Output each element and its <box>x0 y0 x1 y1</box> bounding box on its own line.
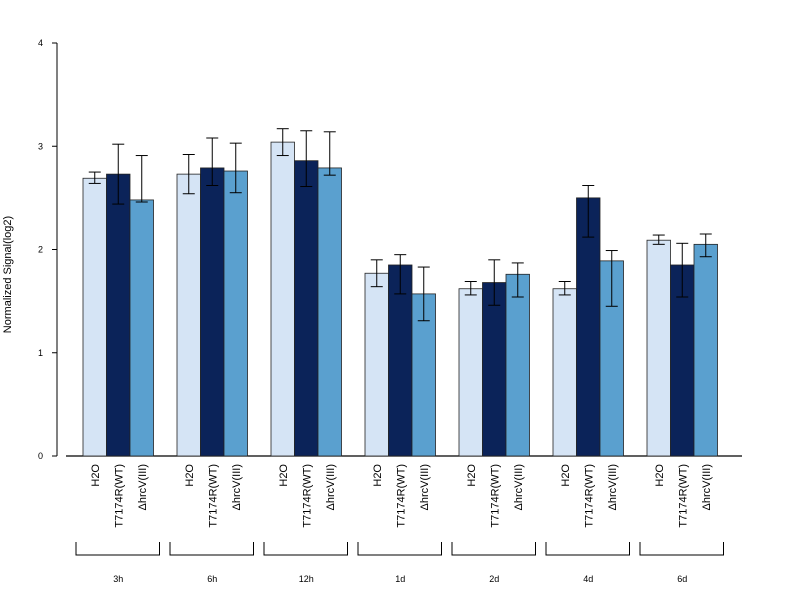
category-label: ΔhrcV(III) <box>607 464 619 510</box>
category-label: T7174R(WT) <box>395 464 407 528</box>
category-label: T7174R(WT) <box>677 464 689 528</box>
category-label: T7174R(WT) <box>207 464 219 528</box>
group-bracket <box>263 542 348 556</box>
bar <box>223 170 248 457</box>
y-tick-label: 2 <box>38 245 43 255</box>
bar <box>693 243 718 457</box>
category-label: H2O <box>372 464 384 487</box>
category-label: T7174R(WT) <box>301 464 313 528</box>
bar <box>294 160 319 457</box>
bar <box>176 173 201 457</box>
category-label: H2O <box>90 464 102 487</box>
group-label: 4d <box>583 574 593 584</box>
group-bracket <box>75 542 160 556</box>
category-label: ΔhrcV(III) <box>325 464 337 510</box>
category-label: ΔhrcV(III) <box>137 464 149 510</box>
group-label: 12h <box>299 574 314 584</box>
category-label: ΔhrcV(III) <box>701 464 713 510</box>
y-tick-label: 4 <box>38 38 43 48</box>
category-label: ΔhrcV(III) <box>513 464 525 510</box>
bar <box>106 173 131 457</box>
bar <box>200 167 225 457</box>
bar <box>552 288 577 457</box>
y-tick-label: 0 <box>38 451 43 461</box>
category-label: ΔhrcV(III) <box>419 464 431 510</box>
bar <box>270 141 295 457</box>
group-bracket <box>545 542 630 556</box>
bar <box>364 272 389 457</box>
group-label: 3h <box>113 574 123 584</box>
group-bracket <box>169 542 254 556</box>
group-bracket <box>639 542 724 556</box>
group-label: 6d <box>677 574 687 584</box>
bar <box>505 273 530 457</box>
y-tick-label: 1 <box>38 348 43 358</box>
bar <box>458 288 483 457</box>
category-label: H2O <box>560 464 572 487</box>
category-label: H2O <box>278 464 290 487</box>
bar <box>646 239 671 457</box>
bar <box>482 282 507 457</box>
category-label: H2O <box>184 464 196 487</box>
group-label: 2d <box>489 574 499 584</box>
group-bracket <box>357 542 442 556</box>
category-label: ΔhrcV(III) <box>231 464 243 510</box>
bar <box>129 199 154 457</box>
category-label: T7174R(WT) <box>583 464 595 528</box>
category-label: H2O <box>466 464 478 487</box>
group-label: 6h <box>207 574 217 584</box>
category-label: H2O <box>654 464 666 487</box>
bar <box>317 167 342 457</box>
category-label: T7174R(WT) <box>489 464 501 528</box>
y-axis-label: Normalized Signal(log2) <box>2 216 14 333</box>
category-label: T7174R(WT) <box>113 464 125 528</box>
group-label: 1d <box>395 574 405 584</box>
y-tick-label: 3 <box>38 141 43 151</box>
bar <box>82 177 107 457</box>
group-bracket <box>451 542 536 556</box>
